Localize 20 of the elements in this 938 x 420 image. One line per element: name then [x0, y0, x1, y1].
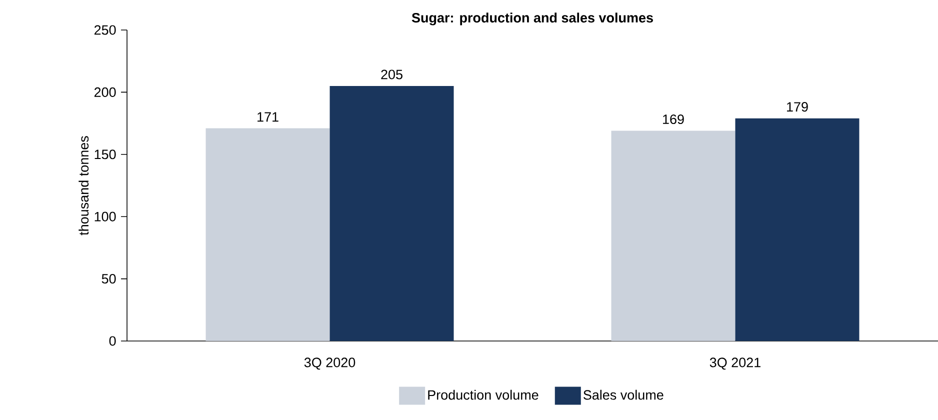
- y-tick-label: 100: [94, 212, 116, 222]
- bar: [330, 86, 454, 341]
- data-label: 169: [663, 114, 684, 124]
- data-label: 171: [258, 112, 278, 122]
- bar: [735, 118, 860, 341]
- y-tick-label: 0: [109, 336, 116, 346]
- y-axis-title: thousand tonnes: [78, 136, 89, 236]
- bar: [206, 128, 330, 341]
- chart-title: Sugar: production and sales volumes: [412, 12, 653, 26]
- data-label: 179: [787, 102, 808, 112]
- y-tick-label: 200: [94, 87, 116, 97]
- legend-label: Sales volume: [583, 390, 664, 400]
- legend-label: Production volume: [428, 390, 538, 400]
- y-tick-label: 150: [94, 150, 116, 160]
- y-tick-label: 250: [94, 25, 116, 35]
- y-tick-label: 50: [102, 274, 116, 284]
- x-tick-label: 3Q 2021: [710, 358, 760, 370]
- data-label: 205: [381, 70, 402, 80]
- x-tick-label: 3Q 2020: [304, 358, 356, 370]
- bar: [611, 130, 736, 341]
